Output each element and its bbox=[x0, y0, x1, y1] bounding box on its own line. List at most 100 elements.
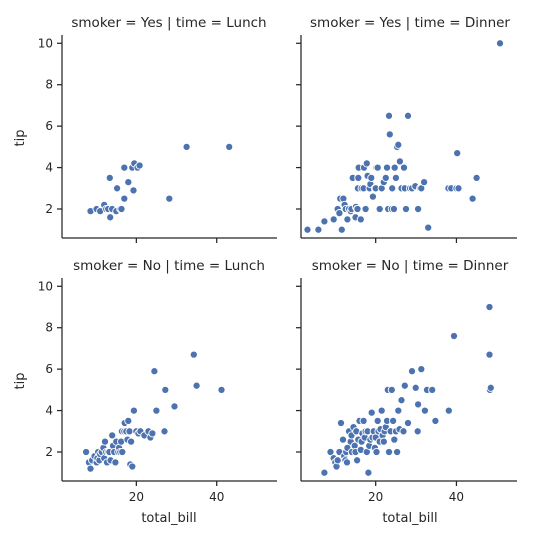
scatter-point bbox=[182, 142, 191, 151]
scatter-point bbox=[127, 437, 136, 446]
scatter-point bbox=[192, 381, 201, 390]
scatter-point bbox=[472, 173, 481, 182]
scatter-point bbox=[160, 427, 169, 436]
scatter-point bbox=[326, 447, 335, 457]
scatter-point bbox=[333, 456, 342, 465]
scatter-point bbox=[359, 416, 368, 425]
scatter-point bbox=[413, 427, 422, 436]
scatter-point bbox=[399, 427, 408, 436]
scatter-point bbox=[150, 367, 159, 376]
scatter-point bbox=[356, 215, 365, 224]
scatter-point bbox=[381, 173, 390, 182]
scatter-point bbox=[401, 204, 411, 214]
scatter-point bbox=[129, 186, 138, 195]
scatter-point bbox=[225, 142, 234, 151]
scatter-point bbox=[388, 184, 397, 193]
scatter-point bbox=[189, 350, 198, 359]
scatter-point bbox=[400, 381, 409, 390]
scatter-point bbox=[367, 408, 376, 417]
scatter-point bbox=[170, 402, 179, 411]
scatter-point bbox=[424, 223, 433, 232]
scatter-point bbox=[343, 215, 352, 224]
scatter-point bbox=[152, 406, 161, 415]
scatter-point bbox=[486, 383, 495, 392]
scatter-point bbox=[417, 365, 426, 374]
y-axis-label-bottom: tip bbox=[13, 373, 28, 390]
scatter-point bbox=[108, 431, 117, 440]
scatter-point bbox=[117, 204, 126, 214]
scatter-point bbox=[449, 331, 459, 341]
scatter-point bbox=[397, 396, 406, 405]
scatter-point bbox=[329, 215, 338, 224]
scatter-point bbox=[485, 302, 494, 312]
scatter-point bbox=[375, 204, 384, 214]
panel-yes-lunch: 2 4 6 8 10 bbox=[38, 35, 277, 243]
scatter-point bbox=[453, 149, 462, 158]
scatter-point bbox=[382, 163, 392, 172]
scatter-point bbox=[399, 163, 409, 172]
y-tick-label: 6 bbox=[45, 362, 53, 376]
y-tick-label: 2 bbox=[45, 445, 53, 459]
scatter-point bbox=[394, 140, 403, 149]
scatter-point bbox=[105, 173, 114, 182]
scatter-point bbox=[377, 406, 386, 415]
scatter-point bbox=[353, 204, 362, 214]
scatter-point bbox=[407, 367, 417, 376]
scatter-point bbox=[336, 418, 346, 428]
y-tick-label: 6 bbox=[45, 119, 53, 133]
scatter-point bbox=[217, 385, 226, 394]
scatter-point bbox=[372, 447, 381, 457]
x-tick-label: 20 bbox=[129, 490, 144, 504]
y-axis-label-top: tip bbox=[13, 130, 28, 147]
scatter-point bbox=[361, 204, 370, 214]
scatter-point bbox=[342, 458, 352, 467]
scatter-point bbox=[385, 130, 394, 139]
scatter-point bbox=[394, 406, 403, 415]
scatter-point bbox=[135, 161, 144, 170]
scatter-point bbox=[373, 163, 382, 172]
scatter-point bbox=[411, 383, 420, 392]
scatter-point bbox=[420, 406, 429, 415]
scatter-point bbox=[395, 157, 404, 166]
y-tick-label: 4 bbox=[45, 404, 53, 418]
y-tick-label: 8 bbox=[45, 78, 53, 92]
scatter-point bbox=[387, 385, 396, 394]
y-tick-label: 10 bbox=[38, 279, 53, 293]
y-tick-label: 8 bbox=[45, 321, 53, 335]
scatter-point bbox=[165, 194, 174, 203]
scatter-point bbox=[390, 163, 399, 172]
panel-title-smoker-no-lunch: smoker = No | time = Lunch bbox=[73, 258, 265, 274]
scatter-point bbox=[379, 437, 388, 446]
y-tick-label: 4 bbox=[45, 161, 53, 175]
panel-title-smoker-yes-lunch: smoker = Yes | time = Lunch bbox=[71, 15, 266, 31]
panel-title-smoker-yes-dinner: smoker = Yes | time = Dinner bbox=[310, 15, 510, 31]
scatter-point bbox=[393, 447, 402, 457]
scatter-point bbox=[314, 225, 323, 234]
scatter-point bbox=[111, 458, 120, 467]
scatter-point bbox=[390, 435, 399, 444]
scatter-point bbox=[384, 111, 394, 120]
scatter-point bbox=[495, 39, 505, 48]
scatter-point bbox=[125, 427, 134, 436]
scatter-point bbox=[414, 204, 423, 214]
scatter-point bbox=[485, 350, 494, 359]
scatter-point bbox=[113, 184, 122, 193]
scatter-point bbox=[368, 192, 377, 201]
panel-no-dinner: 20 40 bbox=[296, 278, 517, 504]
scatter-point bbox=[389, 204, 398, 214]
scatter-point bbox=[118, 447, 127, 457]
scatter-point bbox=[428, 385, 437, 394]
scatter-point bbox=[335, 209, 344, 218]
scatter-point bbox=[420, 178, 429, 187]
x-tick-label: 40 bbox=[209, 490, 224, 504]
scatter-point bbox=[320, 217, 329, 226]
scatter-point bbox=[367, 173, 376, 182]
panel-title-smoker-no-dinner: smoker = No | time = Dinner bbox=[312, 258, 509, 274]
scatter-point bbox=[161, 385, 170, 394]
scatter-point bbox=[82, 447, 91, 457]
scatter-point bbox=[129, 406, 138, 415]
scatter-point bbox=[148, 429, 157, 438]
scatter-point bbox=[391, 173, 400, 182]
